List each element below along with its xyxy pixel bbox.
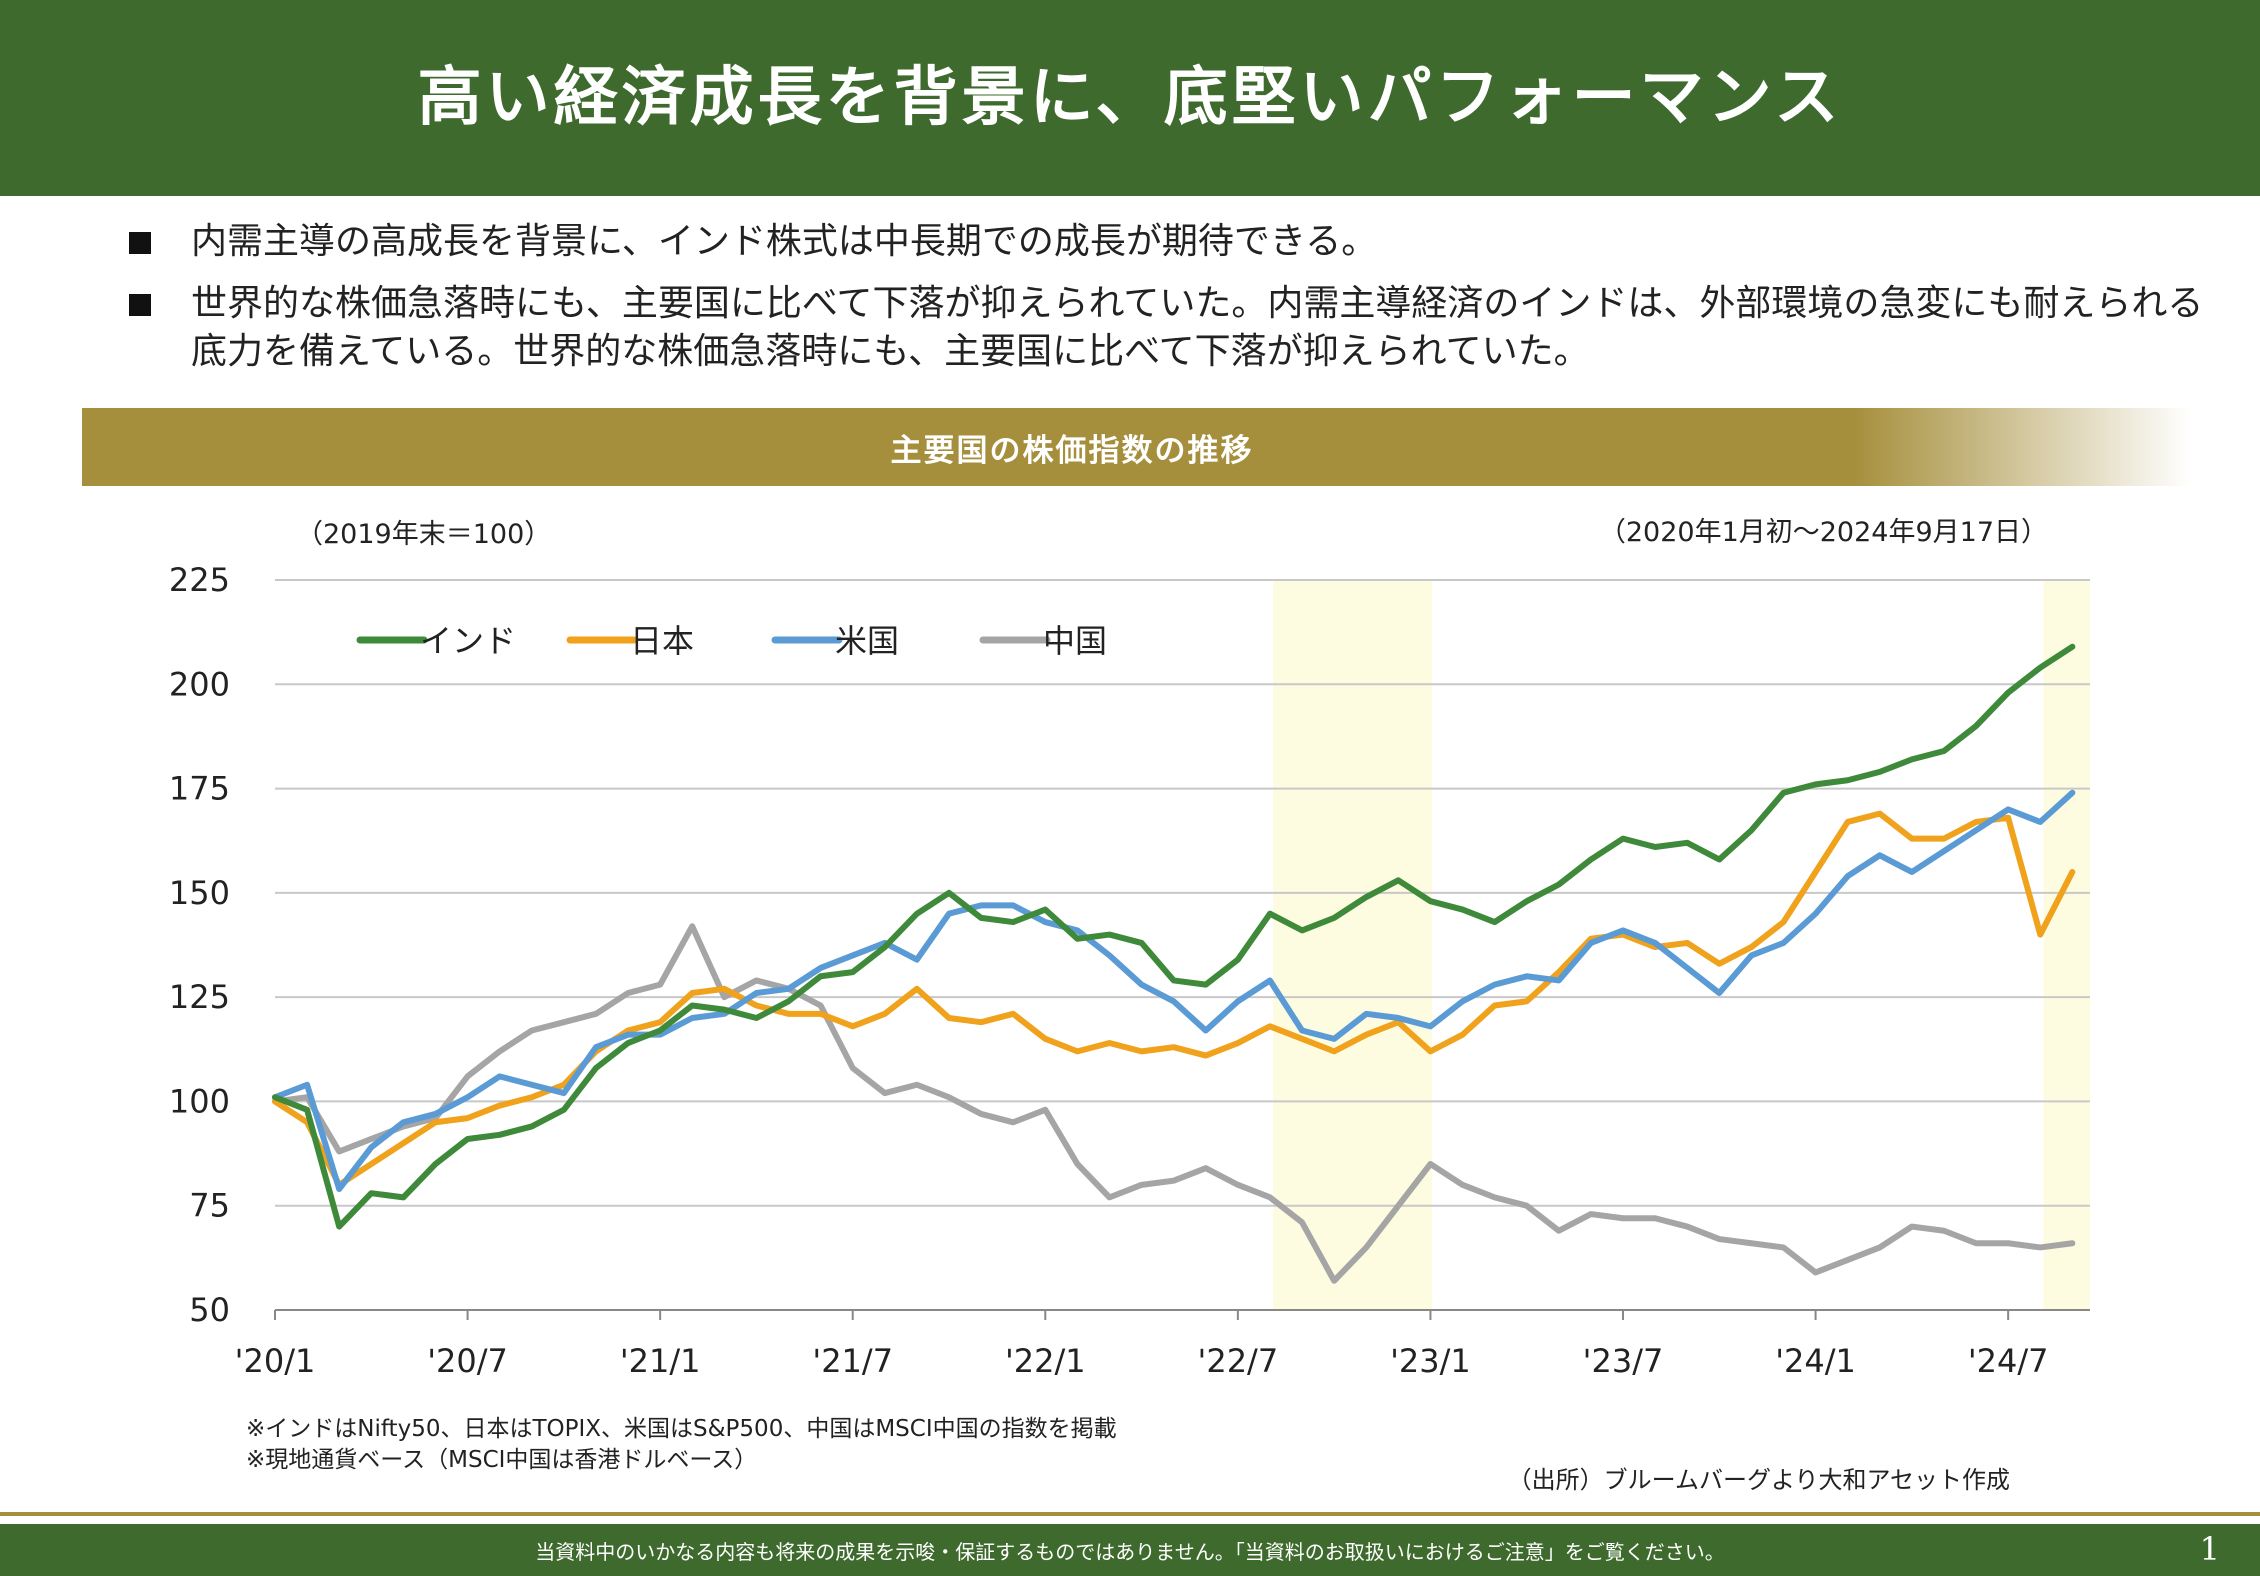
footnote: ※インドはNifty50、日本はTOPIX、米国はS&P500、中国はMSCI中… [246, 1416, 1117, 1442]
series-line-1 [272, 643, 2076, 1230]
chart-period-note: （2020年1月初～2024年9月17日） [1598, 517, 2048, 548]
square-bullet-icon [129, 294, 151, 316]
disclaimer-text: 当資料中のいかなる内容も将来の成果を示唆・保証するものではありません。「当資料の… [535, 1539, 1725, 1564]
x-tick-label: '22/1 [1005, 1342, 1086, 1380]
source-note: （出所）ブルームバーグより大和アセット作成 [1507, 1466, 2010, 1494]
x-tick-label: '22/7 [1198, 1342, 1279, 1380]
legend-label: 米国 [835, 622, 899, 660]
chart-legend: インド 日本 米国 中国 [356, 622, 1107, 660]
highlight-periods [1273, 580, 2090, 1310]
legend-label: 中国 [1043, 622, 1107, 660]
x-tick-label: '20/7 [427, 1342, 508, 1380]
bullet-text: 世界的な株価急落時にも、主要国に比べて下落が抑えられていた。内需主導経済のインド… [191, 283, 2204, 372]
legend-label: インド [420, 622, 516, 660]
x-tick-label: '24/7 [1968, 1342, 2049, 1380]
chart-title: 主要国の株価指数の推移 [890, 432, 1254, 469]
y-tick-label: 200 [169, 665, 230, 703]
page-title: 高い経済成長を背景に、底堅いパフォーマンス [417, 61, 1843, 135]
y-tick-label: 125 [169, 978, 230, 1016]
x-tick-label: '21/1 [620, 1342, 701, 1380]
footer-band: 当資料中のいかなる内容も将来の成果を示唆・保証するものではありません。「当資料の… [0, 1524, 2260, 1576]
highlight-period [1273, 580, 1433, 1310]
y-tick-label: 225 [169, 561, 230, 599]
footer-divider [0, 1512, 2260, 1516]
legend-label: 日本 [630, 622, 694, 660]
y-tick-label: 75 [189, 1187, 230, 1225]
chart-banner: 主要国の株価指数の推移 [82, 408, 2192, 486]
y-tick-label: 150 [169, 874, 230, 912]
y-axis: 50 75 100 125 150 175 200 225 [169, 561, 230, 1329]
x-tick-label: '23/1 [1390, 1342, 1471, 1380]
footnote: ※現地通貨ベース（MSCI中国は香港ドルベース） [246, 1447, 758, 1473]
x-axis: '20/1 '20/7 '21/1 '21/7 '22/1 '22/7 '23/1 '23/7… [235, 1309, 2090, 1380]
x-tick-label: '20/1 [235, 1342, 316, 1380]
bullet-text: 内需主導の高成長を背景に、インド株式は中長期での成長が期待できる。 [191, 221, 1378, 262]
header-band: 高い経済成長を背景に、底堅いパフォーマンス [0, 0, 2260, 196]
chart-grid [275, 579, 2090, 1207]
chart-unit-note: （2019年末＝100） [296, 519, 552, 550]
y-tick-label: 50 [189, 1291, 230, 1329]
bullet-list: 内需主導の高成長を背景に、インド株式は中長期での成長が期待できる。 世界的な株価… [125, 218, 2205, 390]
y-tick-label: 175 [169, 770, 230, 808]
x-tick-label: '23/7 [1583, 1342, 1664, 1380]
square-bullet-icon [129, 232, 151, 254]
highlight-period [2043, 580, 2090, 1310]
x-tick-label: '21/7 [812, 1342, 893, 1380]
series-line-4 [272, 923, 2076, 1284]
bullet-item: 内需主導の高成長を背景に、インド株式は中長期での成長が期待できる。 [125, 218, 2205, 266]
chart-series [272, 643, 2076, 1284]
bullet-item: 世界的な株価急落時にも、主要国に比べて下落が抑えられていた。内需主導経済のインド… [125, 280, 2205, 376]
footnotes: ※インドはNifty50、日本はTOPIX、米国はS&P500、中国はMSCI中… [246, 1414, 1117, 1476]
x-tick-label: '24/1 [1775, 1342, 1856, 1380]
series-line-3 [272, 789, 2076, 1193]
page-number: 1 [2199, 1530, 2220, 1568]
y-tick-label: 100 [169, 1082, 230, 1120]
